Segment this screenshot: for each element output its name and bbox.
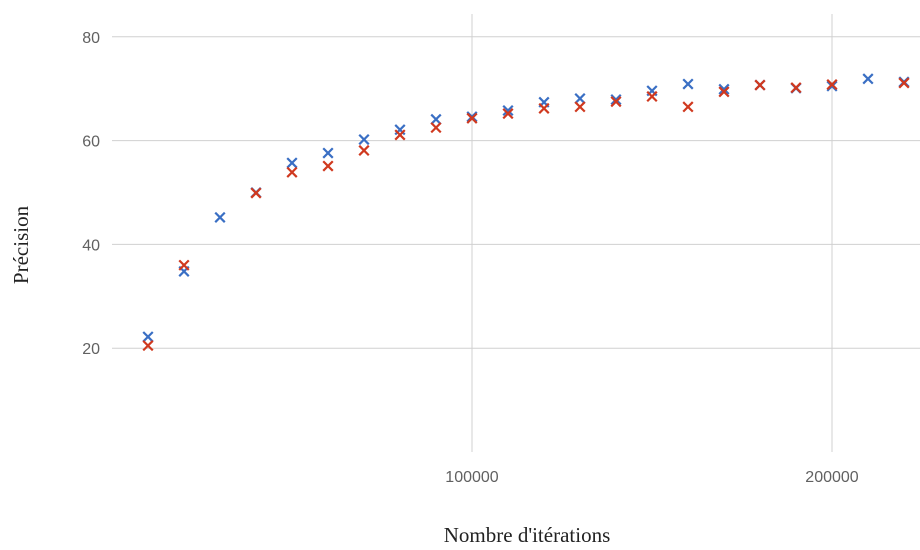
data-point-series-2 — [574, 101, 586, 113]
marker-stroke — [682, 101, 694, 113]
data-point-series-2 — [790, 82, 802, 94]
marker-stroke — [682, 78, 694, 90]
data-point-series-1 — [214, 211, 226, 223]
x-axis-ticks: 100000200000300000400000 — [445, 469, 858, 486]
marker-stroke — [574, 93, 586, 105]
data-point-series-2 — [250, 187, 262, 199]
data-point-series-1 — [610, 94, 622, 106]
data-point-series-1 — [718, 83, 730, 95]
data-point-series-2 — [826, 78, 838, 91]
marker-stroke — [178, 259, 190, 271]
marker-stroke — [754, 79, 766, 91]
marker-stroke — [538, 102, 550, 114]
data-point-series-2 — [430, 122, 442, 134]
marker-stroke — [430, 122, 442, 134]
data-point-series-1 — [502, 104, 514, 117]
marker-stroke — [826, 78, 838, 91]
data-point-series-2 — [898, 77, 910, 89]
data-point-series-2 — [142, 340, 154, 352]
data-point-series-1 — [358, 134, 370, 146]
marker-stroke — [466, 111, 478, 123]
data-point-series-2 — [466, 112, 478, 124]
marker-stroke — [718, 86, 730, 98]
marker-stroke — [430, 113, 442, 125]
data-point-series-1 — [682, 78, 694, 90]
marker-stroke — [610, 96, 622, 108]
y-tick-label: 60 — [82, 134, 100, 151]
marker-stroke — [574, 101, 586, 113]
data-point-series-1 — [322, 147, 334, 159]
data-point-series-2 — [502, 108, 514, 120]
data-point-series-2 — [718, 86, 730, 98]
marker-stroke — [502, 104, 514, 117]
data-point-series-2 — [178, 259, 190, 271]
marker-stroke — [214, 211, 226, 223]
data-point-series-1 — [142, 331, 154, 343]
data-point-series-2 — [322, 160, 334, 172]
marker-stroke — [862, 73, 874, 85]
gridlines — [112, 14, 920, 452]
y-tick-label: 20 — [82, 341, 100, 358]
marker-stroke — [466, 112, 478, 124]
marker-stroke — [358, 134, 370, 146]
marker-stroke — [790, 82, 802, 94]
data-point-series-2 — [358, 144, 370, 157]
marker-stroke — [826, 80, 838, 92]
marker-stroke — [142, 340, 154, 352]
marker-stroke — [250, 187, 262, 199]
data-point-series-1 — [862, 73, 874, 85]
data-point-series-2 — [682, 101, 694, 113]
marker-stroke — [502, 108, 514, 120]
marker-stroke — [898, 77, 910, 89]
y-axis-title: Précision — [9, 205, 33, 284]
marker-stroke — [286, 166, 298, 178]
marker-stroke — [322, 160, 334, 172]
marker-stroke — [286, 157, 298, 169]
data-point-series-2 — [610, 96, 622, 108]
data-point-series-1 — [286, 157, 298, 169]
x-tick-label: 200000 — [805, 469, 858, 486]
data-point-series-2 — [286, 166, 298, 178]
marker-stroke — [646, 90, 658, 103]
marker-stroke — [610, 94, 622, 106]
marker-stroke — [358, 144, 370, 157]
data-point-series-2 — [538, 102, 550, 114]
marker-stroke — [142, 331, 154, 343]
data-point-series-2 — [394, 129, 406, 141]
data-point-series-1 — [466, 111, 478, 123]
marker-stroke — [322, 147, 334, 159]
data-point-series-1 — [430, 113, 442, 125]
x-axis-title: Nombre d'itérations — [444, 523, 611, 547]
data-point-series-1 — [574, 93, 586, 105]
y-axis-ticks: 20 40 60 80 — [82, 30, 100, 358]
marker-stroke — [394, 129, 406, 141]
y-tick-label: 80 — [82, 30, 100, 47]
data-point-series-2 — [754, 79, 766, 91]
data-point-series-2 — [646, 90, 658, 103]
y-tick-label: 40 — [82, 237, 100, 254]
x-tick-label: 100000 — [445, 469, 498, 486]
data-points — [142, 73, 910, 352]
marker-stroke — [718, 83, 730, 95]
data-point-series-1 — [826, 80, 838, 92]
